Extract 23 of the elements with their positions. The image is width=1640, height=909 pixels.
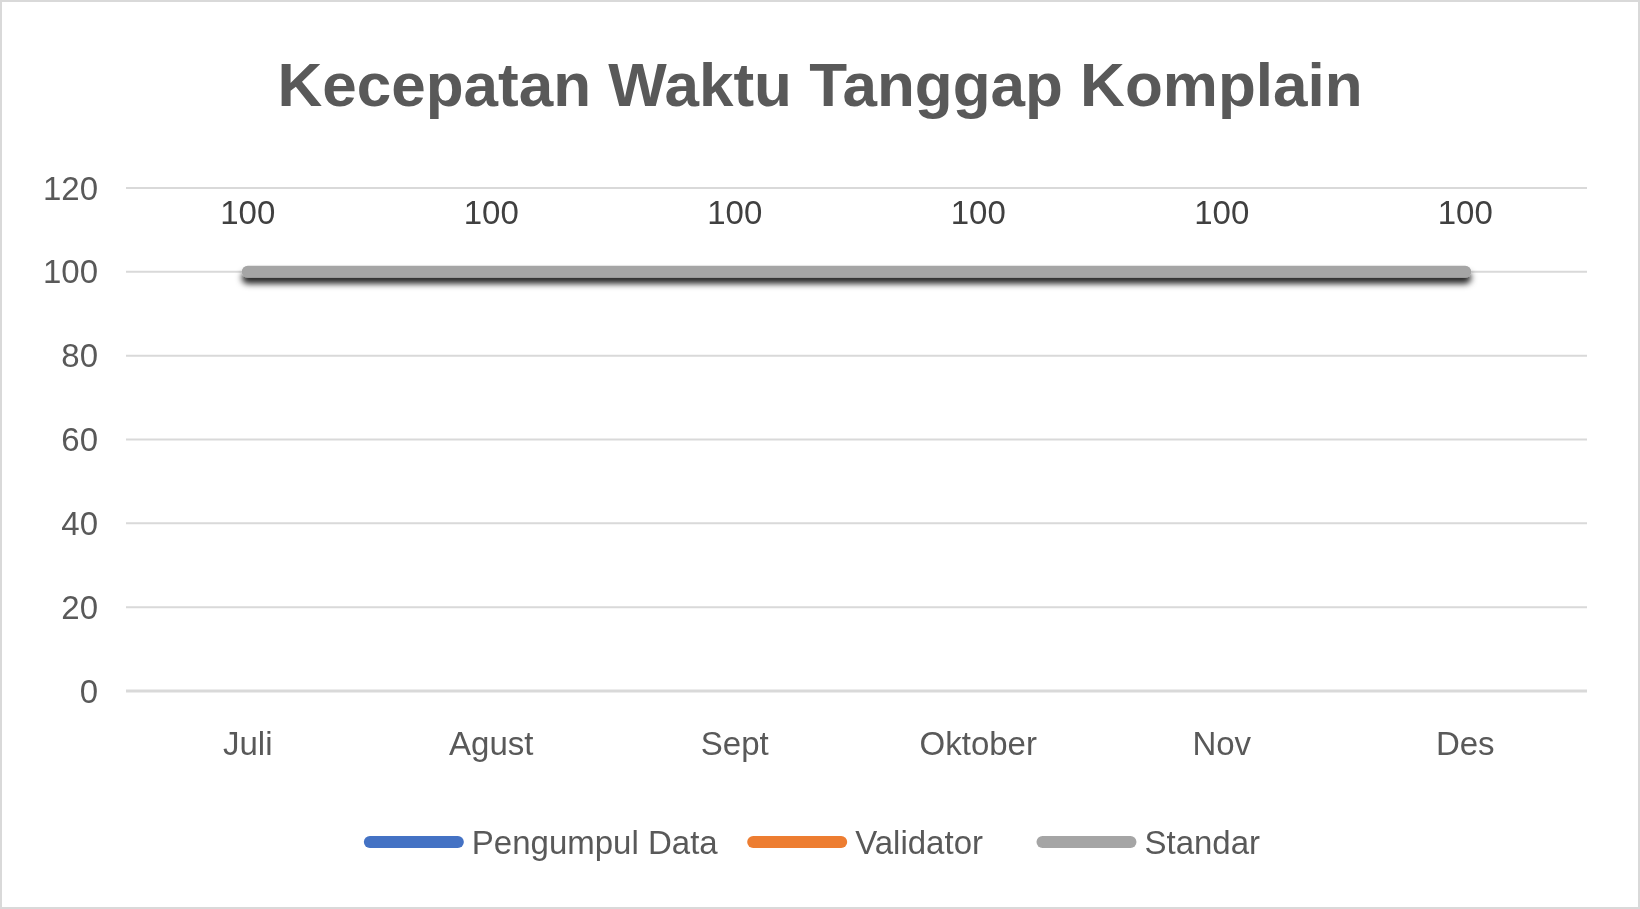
y-tick-label: 120	[42, 169, 98, 207]
data-label: 100	[463, 193, 519, 231]
y-tick-label: 40	[61, 504, 98, 542]
y-tick-label: 60	[61, 421, 98, 459]
y-tick-label: 100	[42, 253, 98, 291]
y-tick-label: 80	[61, 337, 98, 375]
legend-label: Standar	[1144, 823, 1261, 861]
y-tick-label: 20	[61, 588, 98, 626]
x-tick-label: Sept	[700, 724, 769, 762]
data-label: 100	[707, 193, 763, 231]
x-tick-label: Agust	[449, 724, 534, 762]
x-tick-label: Des	[1435, 724, 1495, 762]
data-label: 100	[220, 193, 276, 231]
legend-label: Pengumpul Data	[471, 823, 719, 861]
legend-label: Validator	[855, 823, 983, 861]
data-label: 100	[950, 193, 1006, 231]
chart-title: Kecepatan Waktu Tanggap Komplain	[277, 50, 1363, 119]
x-tick-label: Juli	[222, 724, 273, 762]
data-label: 100	[1194, 193, 1250, 231]
x-tick-label: Oktober	[919, 724, 1037, 762]
data-label: 100	[1437, 193, 1493, 231]
y-tick-label: 0	[79, 672, 98, 710]
x-tick-label: Nov	[1192, 724, 1252, 762]
